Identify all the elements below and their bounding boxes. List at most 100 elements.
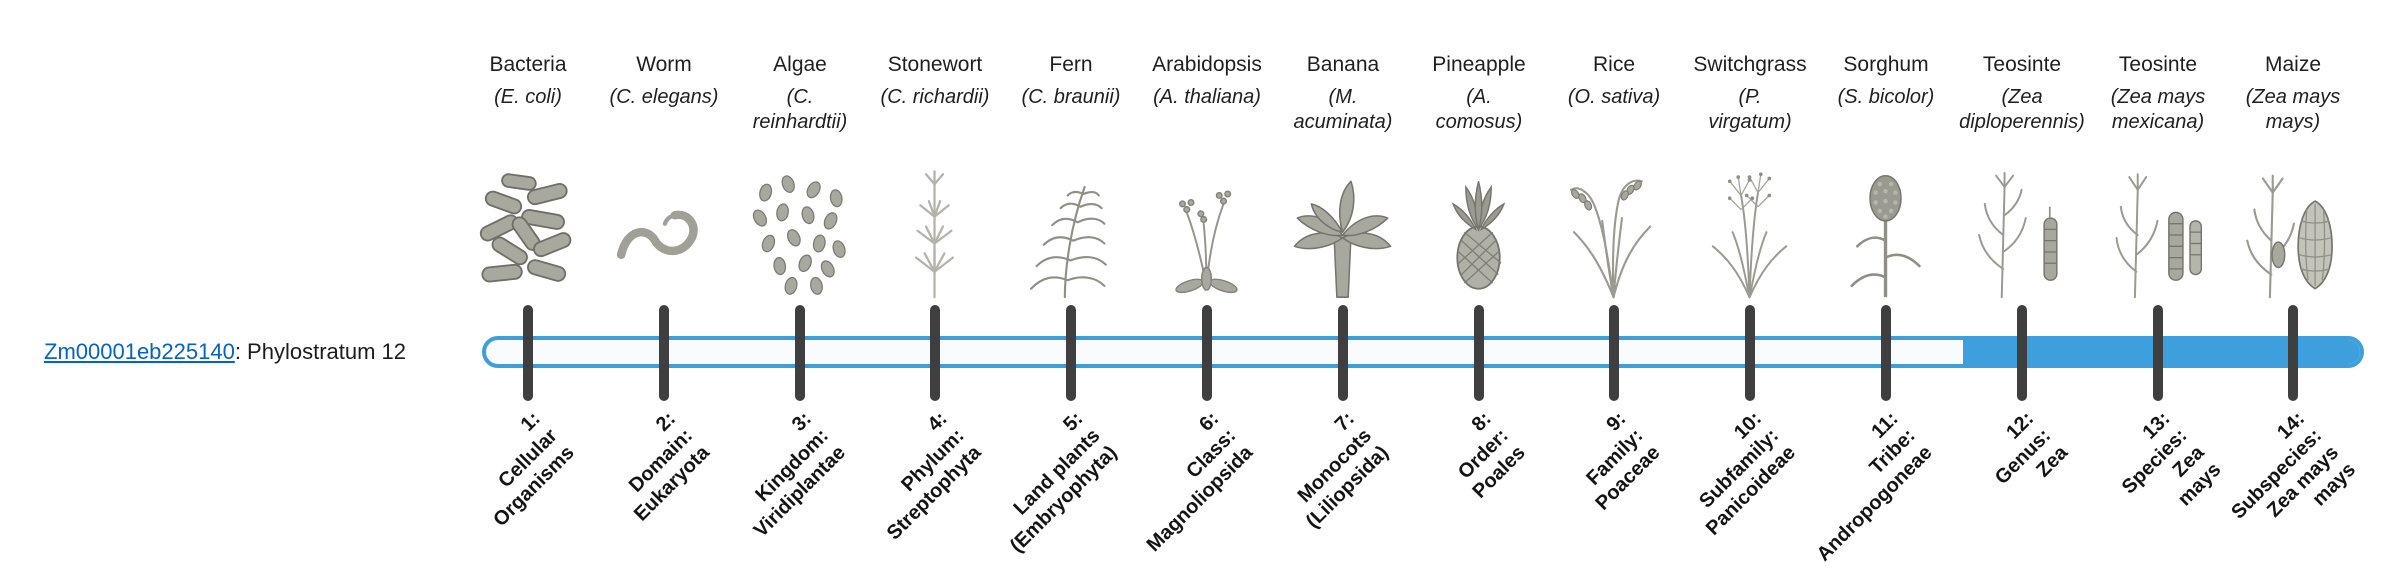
- organism-name: Pineapple: [1432, 53, 1526, 76]
- stratum-column-3: Algae (C. reinhardtii): [725, 52, 875, 295]
- stratum-column-7: Banana (M. acuminata): [1268, 52, 1418, 298]
- gene-label: Zm00001eb225140: Phylostratum 12: [44, 339, 406, 365]
- scientific-name: (C. braunii): [996, 85, 1146, 110]
- scientific-name-line: reinhardtii): [752, 111, 848, 133]
- scientific-name: (A. thaliana): [1132, 85, 1282, 110]
- organism-name: Fern: [1049, 53, 1093, 76]
- scientific-name-line: (C. braunii): [1021, 86, 1121, 108]
- sorghum-illustration: [1811, 164, 1961, 300]
- scientific-name: (Zea mays mays): [2218, 85, 2368, 135]
- scientific-name-line: (S. bicolor): [1837, 86, 1935, 108]
- fern-illustration: [996, 164, 1146, 300]
- stratum-column-2: Worm (C. elegans): [589, 52, 739, 260]
- stratum-column-14: Maize (Zea mays mays): [2218, 52, 2368, 299]
- stratum-tick: [1338, 305, 1348, 401]
- scientific-name-line: (Zea: [2001, 86, 2043, 108]
- worm-illustration: [589, 164, 739, 300]
- stratum-tick: [930, 305, 940, 401]
- stratum-axis-label: 14: Subspecies: Zea mays mays: [2210, 407, 2361, 558]
- stratum-tick: [1202, 305, 1212, 401]
- switchgrass-illustration: [1675, 164, 1825, 300]
- organism-name: Banana: [1306, 53, 1380, 76]
- scientific-name: (Zea mays mexicana): [2083, 85, 2233, 135]
- scientific-name-line: (P.: [1738, 86, 1762, 108]
- arabidopsis-illustration: [1132, 164, 1282, 300]
- scientific-name-line: (E. coli): [494, 86, 562, 108]
- stratum-column-13: Teosinte (Zea mays mexicana): [2083, 52, 2233, 299]
- scientific-name-line: (A.: [1466, 86, 1492, 108]
- scientific-name-line: (O. sativa): [1567, 86, 1661, 108]
- stratum-axis-label: 11: Tribe: Andropogoneae: [1778, 407, 1937, 566]
- banana-illustration: [1268, 164, 1418, 300]
- organism-name: Teosinte: [1982, 53, 2062, 76]
- stratum-column-8: Pineapple (A. comosus): [1404, 52, 1554, 290]
- scientific-name: (A. comosus): [1404, 85, 1554, 135]
- stratum-column-5: Fern (C. braunii): [996, 52, 1146, 299]
- scientific-name: (Zea diploperennis): [1947, 85, 2097, 135]
- stratum-axis-label: 1: Cellular Organisms: [454, 407, 579, 532]
- scientific-name: (P. virgatum): [1675, 85, 1825, 135]
- stratum-column-4: Stonewort (C. richardii): [860, 52, 1010, 299]
- organism-name: Bacteria: [489, 53, 567, 76]
- scientific-name: (E. coli): [453, 85, 603, 110]
- scientific-name: (C. reinhardtii): [725, 85, 875, 135]
- stratum-tick: [1474, 305, 1484, 401]
- stratum-axis-label: 6: Class: Magnoliopsida: [1108, 407, 1258, 557]
- stratum-axis-label: 3: Kingdom: Viridiplantae: [715, 407, 851, 543]
- organism-name: Maize: [2264, 53, 2322, 76]
- teosinte-diploperennis-illustration: [1947, 164, 2097, 300]
- rice-illustration: [1539, 164, 1689, 300]
- stratum-tick: [1881, 305, 1891, 401]
- scientific-name-line: acuminata): [1293, 111, 1393, 133]
- stratum-axis-label: 8: Order: Poales: [1433, 407, 1530, 504]
- scientific-name-line: (A. thaliana): [1153, 86, 1261, 108]
- pineapple-illustration: [1404, 164, 1554, 300]
- scientific-name: (O. sativa): [1539, 85, 1689, 110]
- stratum-axis-label: 2: Domain: Eukaryota: [596, 407, 715, 526]
- organism-name: Rice: [1592, 53, 1635, 76]
- stratum-axis-label: 12: Genus: Zea: [1973, 407, 2073, 507]
- scientific-name-line: (C.: [786, 86, 814, 108]
- stratum-column-9: Rice (O. sativa): [1539, 52, 1689, 299]
- stratum-tick: [795, 305, 805, 401]
- organism-name: Stonewort: [887, 53, 983, 76]
- stratum-tick: [2017, 305, 2027, 401]
- stratum-column-11: Sorghum (S. bicolor): [1811, 52, 1961, 298]
- gene-id-link[interactable]: Zm00001eb225140: [44, 339, 235, 364]
- stratum-tick: [1745, 305, 1755, 401]
- stratum-column-12: Teosinte (Zea diploperennis): [1947, 52, 2097, 299]
- scientific-name-line: virgatum): [1708, 111, 1792, 133]
- organism-name: Arabidopsis: [1152, 53, 1262, 76]
- stratum-tick: [1609, 305, 1619, 401]
- stratum-axis-label: 5: Land plants (Embryophyta): [971, 407, 1122, 558]
- stratum-axis-label: 10: Subfamily: Panicoideae: [1667, 407, 1800, 540]
- scientific-name-line: (M.: [1328, 86, 1358, 108]
- organism-name: Sorghum: [1843, 53, 1929, 76]
- organism-name: Algae: [773, 53, 827, 76]
- stratum-tick: [1066, 305, 1076, 401]
- organism-name: Worm: [636, 53, 692, 76]
- scientific-name: (M. acuminata): [1268, 85, 1418, 135]
- stratum-tick: [2288, 305, 2298, 401]
- organism-name: Switchgrass: [1693, 53, 1807, 76]
- stonewort-illustration: [860, 164, 1010, 300]
- gene-phylostratum-text: : Phylostratum 12: [234, 339, 407, 364]
- stratum-tick: [2153, 305, 2163, 401]
- scientific-name-line: (C. elegans): [609, 86, 719, 108]
- maize-illustration: [2218, 164, 2368, 300]
- stratum-axis-label: 4: Phylum: Streptophyta: [848, 407, 986, 545]
- scientific-name-line: (Zea mays: [2245, 86, 2341, 108]
- scientific-name: (S. bicolor): [1811, 85, 1961, 110]
- phylostratum-bar-track: [482, 336, 2364, 368]
- organism-name: Teosinte: [2118, 53, 2198, 76]
- scientific-name-line: mays): [2265, 111, 2321, 133]
- scientific-name: (C. elegans): [589, 85, 739, 110]
- stratum-axis-label: 13: Species: Zea mays: [2100, 407, 2226, 533]
- bacteria-illustration: [453, 164, 603, 300]
- stratum-axis-label: 7: Monocots (Liliopsida): [1268, 407, 1394, 533]
- scientific-name-line: diploperennis): [1959, 111, 2085, 133]
- scientific-name-line: (Zea mays: [2110, 86, 2206, 108]
- scientific-name: (C. richardii): [860, 85, 1010, 110]
- scientific-name-line: comosus): [1435, 111, 1523, 133]
